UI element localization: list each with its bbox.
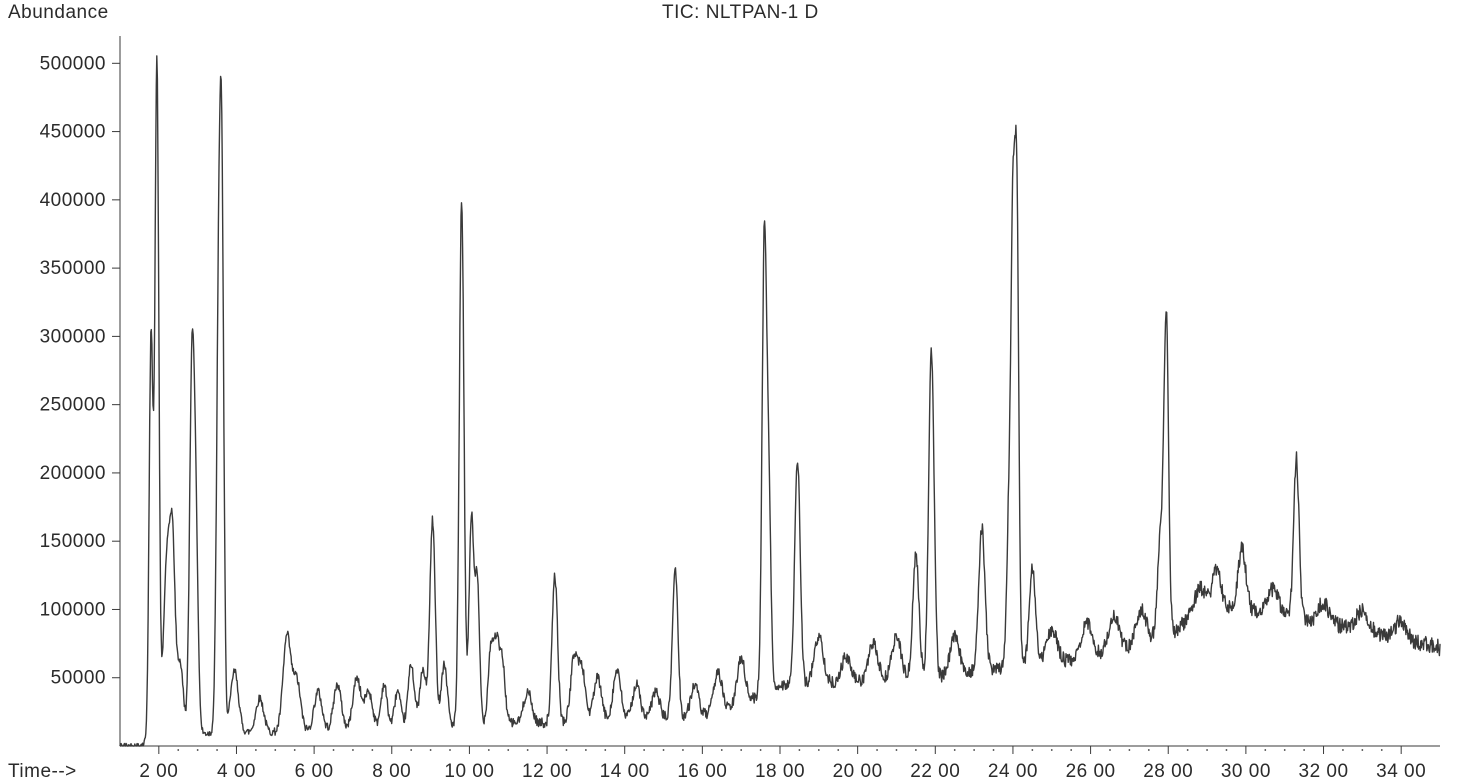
- y-tick-label: 250000: [40, 395, 106, 416]
- x-minor-tick: [604, 749, 606, 751]
- chromatogram-svg: TIC: NLTPAN-1 D Abundance Time--> 50000 1000…: [0, 0, 1463, 783]
- x-tick-label: 12 00: [522, 761, 572, 782]
- x-minor-tick: [1070, 749, 1072, 751]
- x-minor-tick: [177, 749, 179, 751]
- x-minor-tick: [1187, 749, 1189, 751]
- x-minor-tick: [585, 749, 587, 751]
- x-minor-tick: [1206, 749, 1208, 751]
- x-minor-tick: [527, 749, 529, 751]
- x-minor-tick: [1109, 749, 1111, 751]
- x-tick-label: 20 00: [833, 761, 883, 782]
- x-minor-tick: [663, 749, 665, 751]
- x-tick-label: 34 00: [1376, 761, 1426, 782]
- y-tick-label: 400000: [40, 190, 106, 211]
- x-minor-tick: [274, 749, 276, 751]
- y-tick-label: 450000: [40, 122, 106, 143]
- x-minor-tick: [818, 749, 820, 751]
- x-minor-tick: [760, 749, 762, 751]
- x-minor-tick: [1361, 749, 1363, 751]
- x-minor-tick: [1264, 749, 1266, 751]
- x-tick-label: 10 00: [444, 761, 494, 782]
- x-minor-tick: [740, 749, 742, 751]
- x-minor-tick: [507, 749, 509, 751]
- x-minor-tick: [1284, 749, 1286, 751]
- y-axis-label: Abundance: [8, 2, 109, 23]
- x-minor-tick: [896, 749, 898, 751]
- x-minor-tick: [1381, 749, 1383, 751]
- x-minor-tick: [799, 749, 801, 751]
- y-tick-label: 500000: [40, 53, 106, 74]
- x-minor-tick: [255, 749, 257, 751]
- x-tick-label: 30 00: [1221, 761, 1271, 782]
- x-minor-tick: [1342, 749, 1344, 751]
- y-tick-label: 150000: [40, 531, 106, 552]
- x-tick-label: 8 00: [372, 761, 411, 782]
- x-minor-tick: [643, 749, 645, 751]
- y-tick-label: 50000: [51, 668, 106, 689]
- x-minor-tick: [371, 749, 373, 751]
- x-minor-tick: [197, 749, 199, 751]
- x-tick-label: 26 00: [1066, 761, 1116, 782]
- y-tick-label: 300000: [40, 326, 106, 347]
- x-tick-label: 22 00: [910, 761, 960, 782]
- chromatogram-figure: TIC: NLTPAN-1 D Abundance Time--> 50000 1000…: [0, 0, 1463, 783]
- x-minor-tick: [837, 749, 839, 751]
- x-minor-tick: [993, 749, 995, 751]
- x-tick-label: 24 00: [988, 761, 1038, 782]
- x-minor-tick: [410, 749, 412, 751]
- x-minor-tick: [333, 749, 335, 751]
- x-minor-tick: [876, 749, 878, 751]
- x-minor-tick: [449, 749, 451, 751]
- x-minor-tick: [216, 749, 218, 751]
- x-minor-tick: [721, 749, 723, 751]
- x-minor-tick: [1226, 749, 1228, 751]
- x-tick-label: 16 00: [677, 761, 727, 782]
- x-tick-label: 6 00: [295, 761, 334, 782]
- x-tick-label: 4 00: [217, 761, 256, 782]
- y-tick-label: 100000: [40, 599, 106, 620]
- chart-title: TIC: NLTPAN-1 D: [662, 2, 819, 23]
- x-tick-label: 14 00: [600, 761, 650, 782]
- x-minor-tick: [1148, 749, 1150, 751]
- x-axis-label: Time-->: [8, 761, 77, 782]
- x-minor-tick: [352, 749, 354, 751]
- x-minor-tick: [488, 749, 490, 751]
- y-tick-label: 200000: [40, 463, 106, 484]
- y-tick-label: 350000: [40, 258, 106, 279]
- x-tick-label: 2 00: [139, 761, 178, 782]
- x-minor-tick: [294, 749, 296, 751]
- x-minor-tick: [973, 749, 975, 751]
- x-minor-tick: [954, 749, 956, 751]
- x-minor-tick: [1303, 749, 1305, 751]
- x-minor-tick: [1031, 749, 1033, 751]
- x-minor-tick: [566, 749, 568, 751]
- x-tick-label: 28 00: [1143, 761, 1193, 782]
- x-tick-label: 18 00: [755, 761, 805, 782]
- x-tick-label: 32 00: [1299, 761, 1349, 782]
- x-minor-tick: [915, 749, 917, 751]
- x-minor-tick: [430, 749, 432, 751]
- x-minor-tick: [1129, 749, 1131, 751]
- x-minor-tick: [1051, 749, 1053, 751]
- x-minor-tick: [682, 749, 684, 751]
